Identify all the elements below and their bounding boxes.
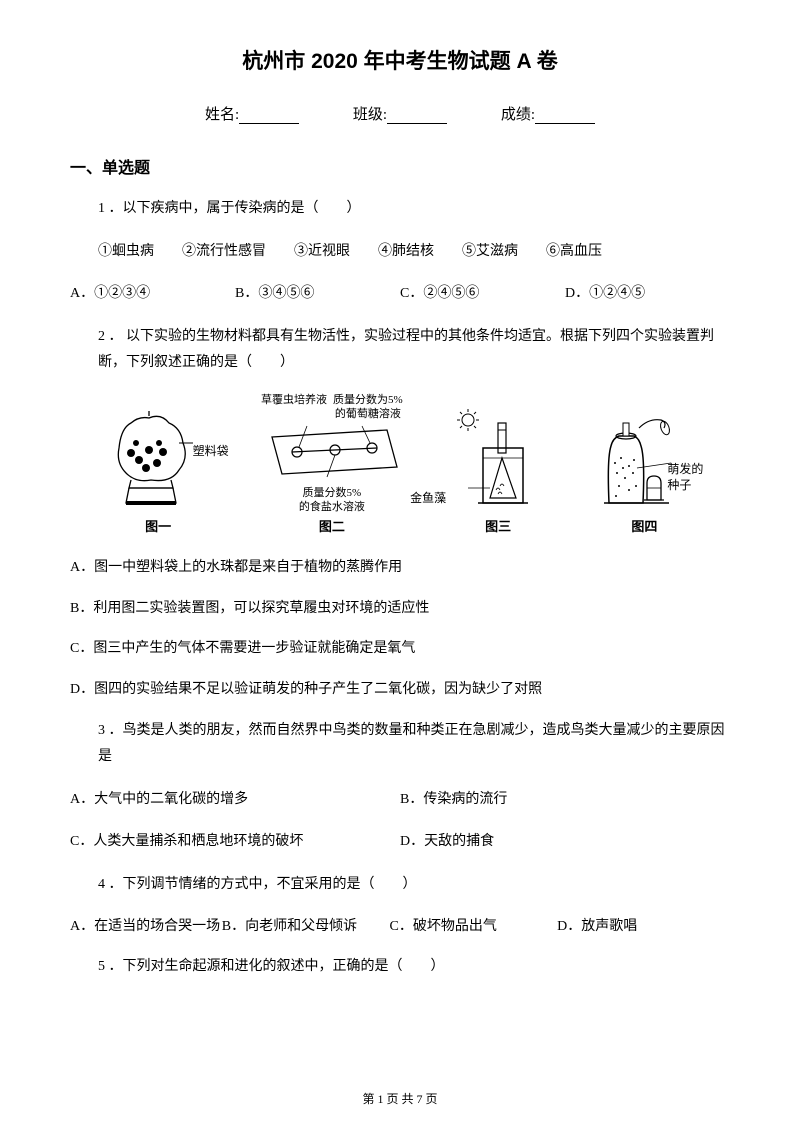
fig3: 金鱼藻 图三 — [448, 408, 548, 535]
q1-text: 1 ．以下疾病中，属于传染病的是（ ） — [98, 196, 730, 223]
fig2-top2: 质量分数为5% — [333, 394, 403, 406]
q1-items: ①蛔虫病 ②流行性感冒 ③近视眼 ④肺结核 ⑤艾滋病 ⑥高血压 — [98, 239, 730, 266]
class-label: 班级: — [353, 103, 387, 124]
fig3-svg — [448, 408, 548, 513]
q4-text: 4 ．下列调节情绪的方式中，不宜采用的是（ ） — [98, 872, 730, 899]
q4-opt-b: B．向老师和父母倾诉 — [222, 915, 390, 939]
fig4-svg — [589, 408, 699, 513]
q3-text: 3 ．鸟类是人类的朋友，然而自然界中鸟类的数量和种类正在急剧减少，造成鸟类大量减… — [98, 718, 730, 771]
q3-opt-d: D．天敌的捕食 — [400, 829, 730, 856]
fig1-caption: 图一 — [101, 516, 216, 535]
name-label: 姓名: — [205, 103, 239, 124]
fig3-algae-label: 金鱼藻 — [408, 489, 448, 506]
fig4-seed2: 种子 — [667, 478, 691, 492]
q3-opt-a: A．大气中的二氧化碳的增多 — [70, 787, 400, 814]
q2-figures: 塑料袋 图一 草覆虫培养液 质量分数为5% 的葡萄糖溶液 质量分数5% 的食盐水… — [70, 393, 730, 535]
q4-opt-d: D．放声歌唱 — [557, 915, 725, 939]
student-info-row: 姓名: 班级: 成绩: — [70, 103, 730, 124]
fig4: 萌发的 种子 图四 — [589, 408, 699, 535]
q1-opt-b: B．③④⑤⑥ — [235, 281, 400, 308]
q5-text: 5 ．下列对生命起源和进化的叙述中，正确的是（ ） — [98, 954, 730, 981]
fig1: 塑料袋 图一 — [101, 408, 216, 535]
q2-opt-c: C．图三中产生的气体不需要进一步验证就能确定是氧气 — [70, 636, 730, 663]
q1-opt-a: A．①②③④ — [70, 281, 235, 308]
page-footer: 第 1 页 共 7 页 — [0, 1090, 800, 1107]
score-label: 成绩: — [501, 103, 535, 124]
q3-opt-c: C．人类大量捕杀和栖息地环境的破坏 — [70, 829, 400, 856]
q2-opt-a: A．图一中塑料袋上的水珠都是来自于植物的蒸腾作用 — [70, 555, 730, 582]
q1-opt-c: C．②④⑤⑥ — [400, 281, 565, 308]
q4-opt-a: A．在适当的场合哭一场 — [70, 915, 222, 939]
class-blank[interactable] — [387, 108, 447, 124]
exam-title: 杭州市 2020 年中考生物试题 A 卷 — [70, 45, 730, 75]
q4-opt-c: C．破坏物品出气 — [389, 915, 557, 939]
q1-options: A．①②③④ B．③④⑤⑥ C．②④⑤⑥ D．①②④⑤ — [70, 281, 730, 308]
q1-opt-d: D．①②④⑤ — [565, 281, 730, 308]
q2-opt-b: B．利用图二实验装置图，可以探究草履虫对环境的适应性 — [70, 596, 730, 623]
section-1-heading: 一、单选题 — [70, 154, 730, 178]
q4-options: A．在适当的场合哭一场 B．向老师和父母倾诉 C．破坏物品出气 D．放声歌唱 — [70, 915, 730, 939]
name-blank[interactable] — [239, 108, 299, 124]
fig1-bag-label: 塑料袋 — [193, 442, 233, 459]
fig2-svg — [257, 422, 407, 482]
fig1-svg — [101, 408, 216, 513]
fig2-top1: 草覆虫培养液 — [261, 393, 327, 422]
fig2-caption: 图二 — [257, 516, 407, 535]
q3-opt-b: B．传染病的流行 — [400, 787, 730, 814]
fig2-top3: 的葡萄糖溶液 — [335, 408, 401, 420]
fig2-bot2: 的食盐水溶液 — [299, 501, 365, 513]
q3-options-row1: A．大气中的二氧化碳的增多 B．传染病的流行 — [70, 787, 730, 814]
fig4-seed1: 萌发的 — [667, 462, 703, 476]
q2-opt-d: D．图四的实验结果不足以验证萌发的种子产生了二氧化碳，因为缺少了对照 — [70, 677, 730, 704]
score-blank[interactable] — [535, 108, 595, 124]
fig2-bot1: 质量分数5% — [303, 487, 362, 499]
q3-options-row2: C．人类大量捕杀和栖息地环境的破坏 D．天敌的捕食 — [70, 829, 730, 856]
fig2: 草覆虫培养液 质量分数为5% 的葡萄糖溶液 质量分数5% 的食盐水溶液 图二 — [257, 393, 407, 535]
fig3-caption: 图三 — [448, 516, 548, 535]
fig4-caption: 图四 — [589, 516, 699, 535]
q2-text: 2 ． 以下实验的生物材料都具有生物活性，实验过程中的其他条件均适宜。根据下列四… — [98, 324, 730, 377]
